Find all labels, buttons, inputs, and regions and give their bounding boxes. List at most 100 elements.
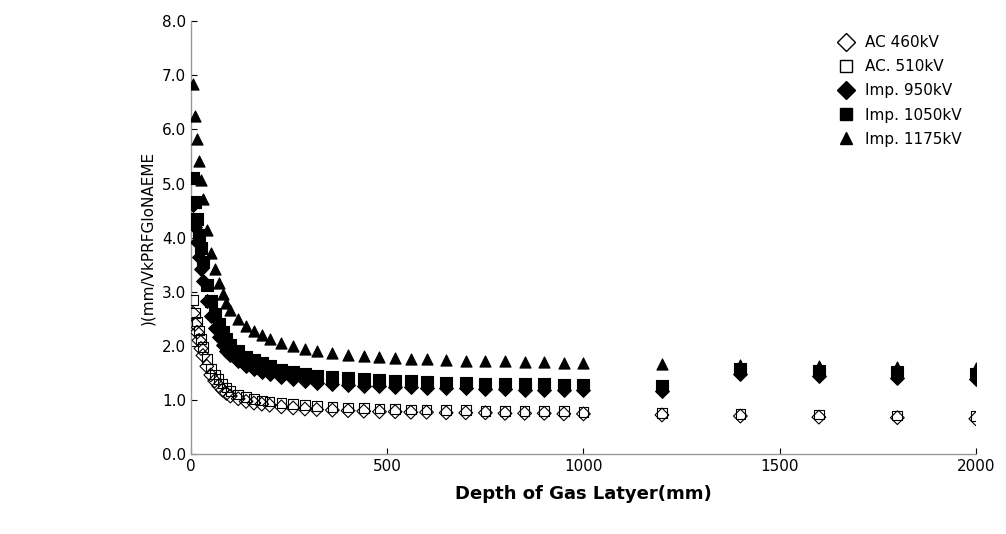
Imp. 1050kV bbox=[418, 378, 435, 386]
Imp. 950kV bbox=[274, 373, 290, 381]
AC 460kV bbox=[517, 409, 533, 418]
AC 460kV bbox=[324, 406, 340, 414]
Imp. 950kV bbox=[187, 223, 203, 231]
Imp. 1175kV bbox=[418, 355, 435, 364]
AC 460kV bbox=[187, 320, 203, 328]
Imp. 1175kV bbox=[199, 226, 215, 234]
Imp. 1175kV bbox=[210, 279, 226, 287]
AC 460kV bbox=[732, 412, 748, 420]
Imp. 1050kV bbox=[187, 198, 203, 207]
AC 460kV bbox=[497, 409, 513, 418]
Imp. 1050kV bbox=[191, 231, 207, 239]
AC 460kV bbox=[199, 362, 215, 371]
Imp. 1175kV bbox=[238, 321, 255, 330]
AC. 510kV bbox=[654, 409, 670, 417]
AC. 510kV bbox=[202, 364, 219, 373]
Imp. 1050kV bbox=[517, 380, 533, 388]
Imp. 950kV bbox=[193, 265, 209, 273]
Imp. 1050kV bbox=[654, 381, 670, 390]
AC. 510kV bbox=[262, 397, 278, 406]
Imp. 1050kV bbox=[438, 378, 454, 387]
AC 460kV bbox=[185, 309, 201, 318]
Imp. 1175kV bbox=[222, 306, 238, 315]
AC 460kV bbox=[575, 410, 592, 418]
Imp. 1175kV bbox=[536, 358, 552, 366]
Imp. 1050kV bbox=[222, 340, 238, 349]
AC 460kV bbox=[274, 403, 290, 411]
Imp. 1050kV bbox=[324, 373, 340, 381]
AC 460kV bbox=[222, 392, 238, 400]
AC. 510kV bbox=[222, 387, 238, 395]
Imp. 1175kV bbox=[274, 339, 290, 347]
Imp. 1050kV bbox=[202, 297, 219, 305]
AC 460kV bbox=[210, 381, 226, 390]
AC. 510kV bbox=[297, 401, 313, 410]
Imp. 1175kV bbox=[230, 315, 246, 323]
AC 460kV bbox=[254, 400, 270, 409]
Imp. 950kV bbox=[575, 386, 592, 395]
Imp. 1175kV bbox=[477, 357, 493, 365]
Imp. 950kV bbox=[968, 375, 984, 383]
Imp. 1050kV bbox=[274, 365, 290, 374]
AC 460kV bbox=[309, 405, 325, 414]
AC 460kV bbox=[285, 404, 301, 412]
Imp. 950kV bbox=[889, 373, 905, 382]
AC. 510kV bbox=[477, 406, 493, 415]
AC. 510kV bbox=[402, 405, 418, 414]
Imp. 1050kV bbox=[968, 370, 984, 378]
Imp. 1175kV bbox=[195, 194, 211, 203]
AC 460kV bbox=[387, 407, 403, 416]
AC 460kV bbox=[340, 406, 356, 415]
AC 460kV bbox=[477, 409, 493, 417]
Imp. 1050kV bbox=[497, 379, 513, 388]
Imp. 950kV bbox=[206, 324, 222, 332]
Imp. 1050kV bbox=[285, 367, 301, 376]
AC 460kV bbox=[189, 328, 205, 336]
Imp. 1175kV bbox=[254, 331, 270, 339]
Imp. 1050kV bbox=[309, 372, 325, 380]
AC. 510kV bbox=[536, 407, 552, 415]
Imp. 950kV bbox=[185, 201, 201, 209]
AC. 510kV bbox=[555, 407, 571, 415]
AC 460kV bbox=[202, 371, 219, 379]
Imp. 950kV bbox=[195, 277, 211, 285]
Imp. 950kV bbox=[238, 362, 255, 370]
Imp. 1050kV bbox=[185, 174, 201, 183]
Imp. 950kV bbox=[254, 367, 270, 376]
AC. 510kV bbox=[324, 403, 340, 411]
Imp. 1050kV bbox=[218, 334, 234, 343]
Imp. 1175kV bbox=[371, 353, 387, 362]
Imp. 950kV bbox=[245, 365, 262, 373]
Imp. 950kV bbox=[202, 312, 219, 320]
AC. 510kV bbox=[732, 410, 748, 418]
Imp. 1050kV bbox=[254, 359, 270, 367]
Imp. 950kV bbox=[438, 384, 454, 392]
Imp. 950kV bbox=[458, 384, 474, 392]
Imp. 1050kV bbox=[356, 375, 372, 383]
Y-axis label: )(mm/VkPRFGloNAEME: )(mm/VkPRFGloNAEME bbox=[140, 151, 155, 325]
AC 460kV bbox=[218, 389, 234, 398]
Imp. 1050kV bbox=[575, 380, 592, 389]
Imp. 1175kV bbox=[732, 360, 748, 369]
AC 460kV bbox=[418, 408, 435, 417]
Imp. 1175kV bbox=[497, 357, 513, 366]
AC 460kV bbox=[536, 409, 552, 418]
Imp. 1050kV bbox=[536, 380, 552, 388]
Imp. 1050kV bbox=[458, 379, 474, 387]
Imp. 1175kV bbox=[245, 326, 262, 335]
Imp. 1175kV bbox=[214, 289, 230, 298]
Imp. 950kV bbox=[497, 384, 513, 393]
Imp. 1050kV bbox=[402, 377, 418, 386]
Imp. 1175kV bbox=[402, 355, 418, 363]
Imp. 950kV bbox=[230, 357, 246, 365]
Imp. 1175kV bbox=[438, 356, 454, 365]
AC 460kV bbox=[402, 408, 418, 417]
Imp. 1175kV bbox=[889, 363, 905, 371]
AC. 510kV bbox=[517, 407, 533, 415]
Imp. 1050kV bbox=[889, 368, 905, 376]
AC. 510kV bbox=[371, 404, 387, 413]
Imp. 1175kV bbox=[458, 357, 474, 365]
Imp. 1175kV bbox=[202, 248, 219, 257]
Imp. 1175kV bbox=[575, 359, 592, 367]
Imp. 1175kV bbox=[654, 360, 670, 368]
